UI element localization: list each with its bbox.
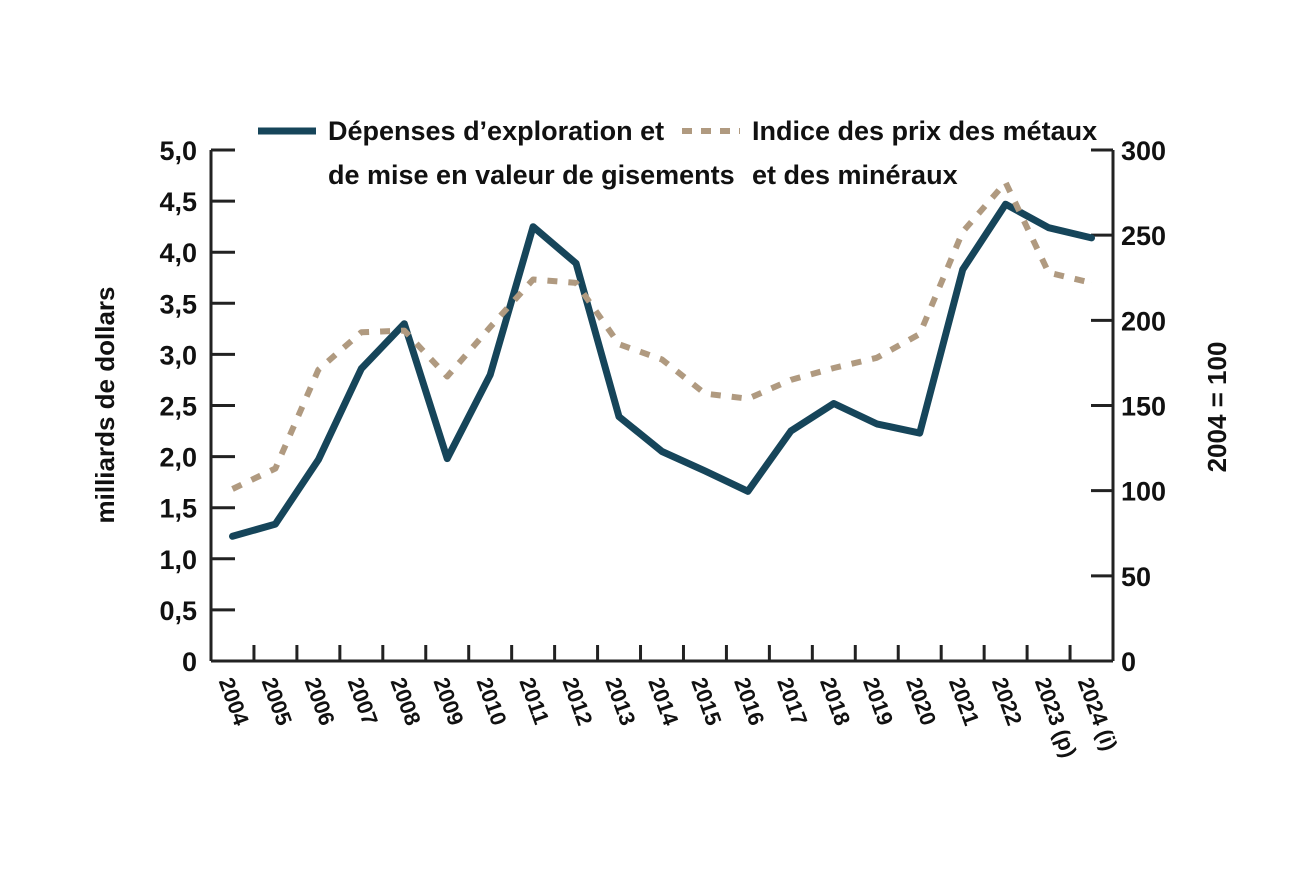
left-tick-label: 0 — [182, 647, 197, 677]
x-tick-label: 2011 — [514, 674, 554, 727]
left-tick-label: 0,5 — [159, 596, 197, 626]
right-tick-label: 50 — [1121, 562, 1151, 592]
x-tick-label: 2008 — [386, 674, 426, 729]
x-tick-label: 2019 — [858, 674, 898, 729]
legend-label: et des minéraux — [752, 160, 958, 190]
left-tick-label: 2,5 — [159, 392, 197, 422]
left-tick-label: 4,5 — [159, 187, 197, 217]
x-tick-label: 2020 — [901, 674, 941, 729]
legend: Dépenses d’exploration et de mise en vale… — [258, 116, 1097, 190]
x-tick-label: 2012 — [557, 674, 597, 729]
x-tick-label: 2005 — [257, 674, 297, 729]
right-tick-label: 0 — [1121, 647, 1136, 677]
x-tick-label: 2004 — [214, 674, 254, 729]
metal-price-index-line — [231, 179, 1093, 492]
x-tick-label: 2022 — [987, 674, 1027, 729]
left-tick-label: 3,5 — [159, 289, 197, 319]
right-axis-title: 2004 = 100 — [1202, 342, 1232, 473]
left-tick-label: 5,0 — [159, 136, 197, 166]
right-tick-label: 200 — [1121, 306, 1166, 336]
x-tick-label: 2024 (i) — [1073, 674, 1122, 754]
left-axis-title: milliards de dollars — [90, 287, 120, 524]
left-tick-label: 1,0 — [159, 545, 197, 575]
x-tick-label: 2014 — [643, 674, 683, 729]
legend-label: Dépenses d’exploration et — [328, 116, 664, 146]
x-tick-label: 2023 (p) — [1030, 674, 1082, 761]
legend-label: de mise en valeur de gisements — [328, 160, 735, 190]
left-tick-label: 2,0 — [159, 443, 197, 473]
x-tick-label: 2009 — [429, 674, 469, 729]
x-tick-label: 2015 — [686, 674, 726, 729]
right-tick-label: 100 — [1121, 477, 1166, 507]
right-tick-label: 150 — [1121, 392, 1166, 422]
legend-label: Indice des prix des métaux — [752, 116, 1097, 146]
x-tick-label: 2013 — [600, 674, 640, 729]
left-tick-label: 4,0 — [159, 238, 197, 268]
x-tick-label: 2010 — [471, 674, 511, 729]
x-tick-label: 2017 — [772, 674, 812, 729]
left-tick-label: 1,5 — [159, 494, 197, 524]
x-tick-label: 2007 — [343, 674, 383, 729]
x-tick-label: 2006 — [300, 674, 340, 729]
x-tick-label: 2016 — [729, 674, 769, 729]
right-tick-label: 250 — [1121, 221, 1166, 251]
x-tick-label: 2021 — [944, 674, 984, 729]
series-lines — [229, 179, 1095, 540]
right-tick-label: 300 — [1121, 136, 1166, 166]
x-tick-label: 2018 — [815, 674, 855, 729]
exploration-spending-line — [229, 200, 1095, 540]
left-tick-label: 3,0 — [159, 340, 197, 370]
